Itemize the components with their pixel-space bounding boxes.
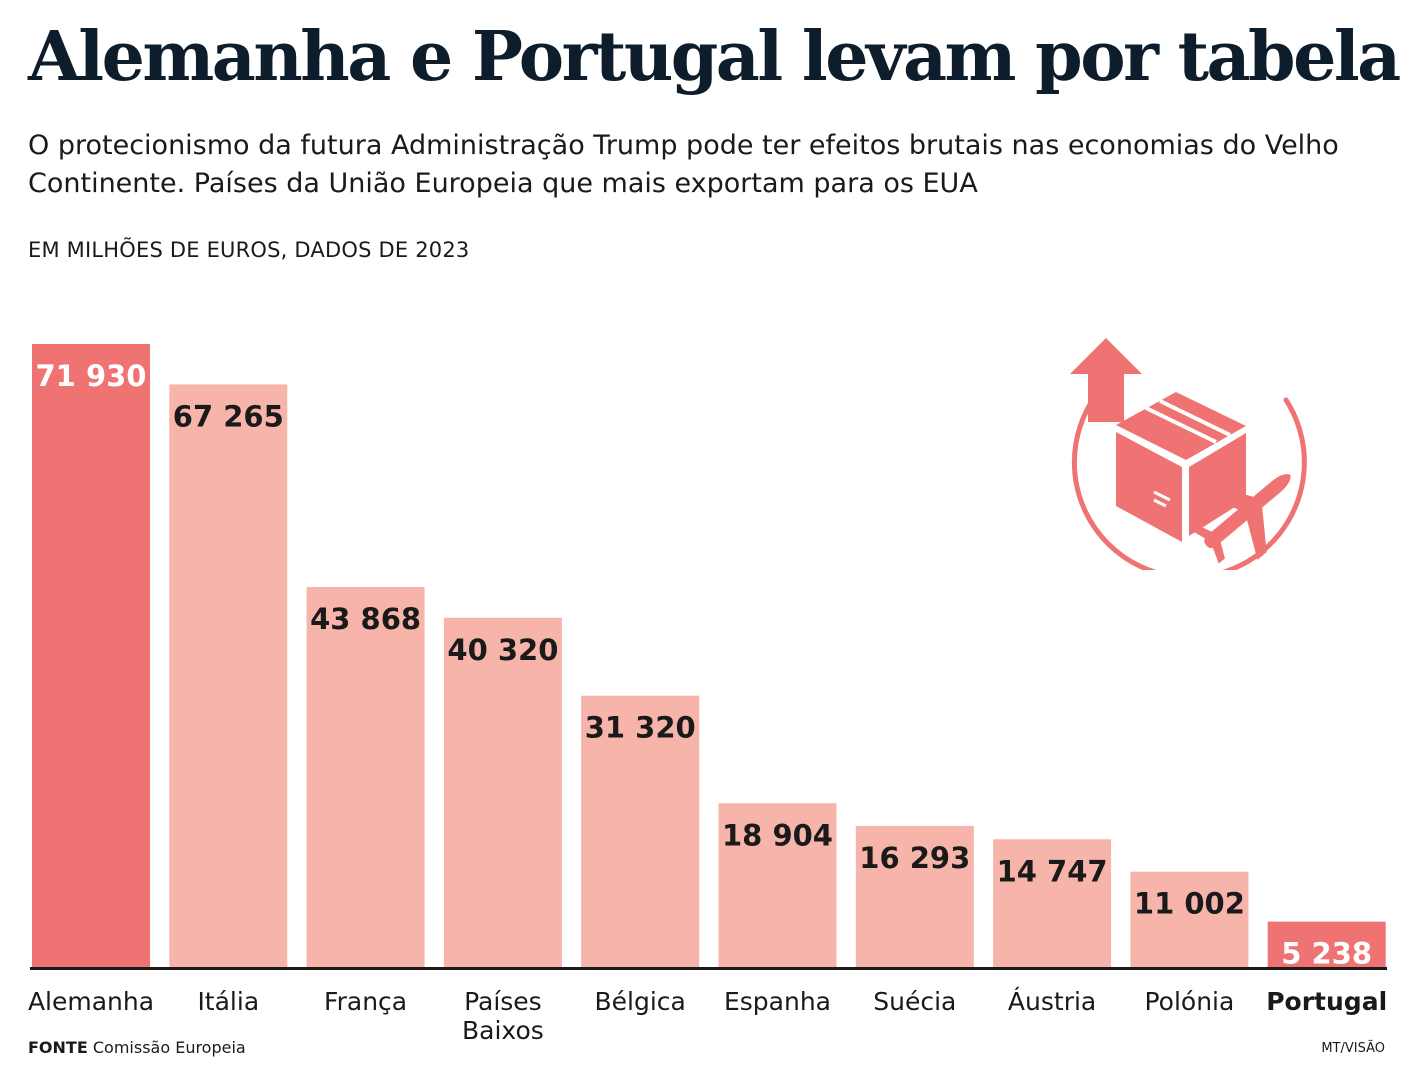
credit-note: MT/VISÃO: [1321, 1041, 1385, 1056]
bar-portugal: [1267, 921, 1386, 967]
source-note: FONTE Comissão Europeia: [28, 1038, 246, 1057]
unit-label: EM MILHÕES DE EUROS, DADOS DE 2023: [28, 238, 470, 262]
bar-alemanha: [32, 344, 150, 967]
category-label-portugal: Portugal: [1266, 987, 1387, 1016]
category-label-suecia: Suécia: [873, 987, 956, 1016]
bars-group: [32, 344, 1386, 967]
export-box-airplane-icon: [1058, 330, 1308, 580]
bar-polonia: [1130, 871, 1249, 967]
category-label-franca: França: [324, 987, 407, 1016]
category-labels-group: Alemanha Itália França Países Baixos Bélgica E…: [28, 987, 1387, 1045]
value-labels-group: 71 930 67 265 43 868 40 320 31 320 18 904 16 2…: [36, 359, 1373, 971]
source-label: FONTE: [28, 1038, 88, 1057]
category-label-alemanha: Alemanha: [28, 987, 154, 1016]
bar-espanha: [718, 803, 837, 967]
category-label-italia: Itália: [197, 987, 259, 1016]
value-label-portugal: 5 238: [1281, 937, 1372, 971]
value-label-paises-baixos: 40 320: [447, 633, 558, 667]
bar-paises-baixos: [443, 617, 562, 967]
category-label-polonia: Polónia: [1144, 987, 1234, 1016]
chart-subtitle: O protecionismo da futura Administração …: [28, 130, 1339, 199]
category-label-austria: Áustria: [1008, 987, 1096, 1016]
chart-title: Alemanha e Portugal levam por tabela: [28, 17, 1401, 97]
value-label-espanha: 18 904: [722, 818, 833, 852]
source-text: Comissão Europeia: [92, 1038, 246, 1057]
value-label-alemanha: 71 930: [36, 359, 147, 393]
bar-franca: [306, 587, 425, 967]
category-label-paises-baixos: Países Baixos: [462, 987, 544, 1045]
value-label-italia: 67 265: [173, 399, 284, 433]
value-label-suecia: 16 293: [859, 841, 970, 875]
bar-suecia: [855, 825, 974, 967]
category-label-espanha: Espanha: [724, 987, 831, 1016]
value-label-franca: 43 868: [310, 602, 421, 636]
value-label-austria: 14 747: [997, 854, 1108, 888]
value-label-belgica: 31 320: [585, 711, 696, 745]
bar-italia: [169, 384, 288, 967]
value-label-polonia: 11 002: [1134, 887, 1245, 921]
category-label-belgica: Bélgica: [595, 987, 686, 1016]
bar-belgica: [581, 695, 700, 967]
bar-austria: [993, 839, 1112, 967]
